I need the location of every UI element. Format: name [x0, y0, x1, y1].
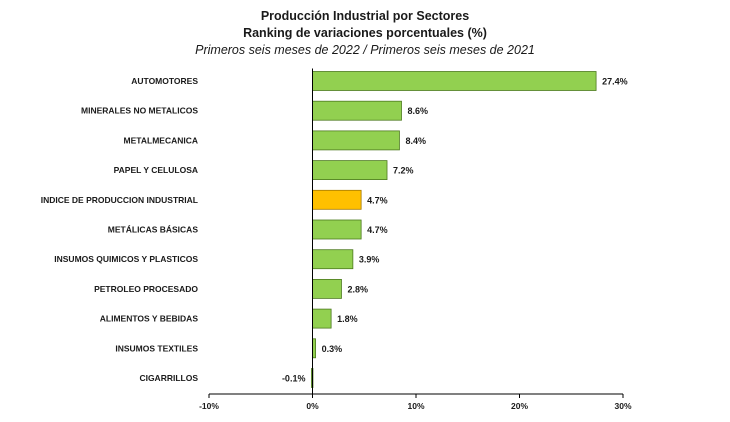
category-label: INDICE DE PRODUCCION INDUSTRIAL: [41, 195, 198, 205]
category-label: ALIMENTOS Y BEBIDAS: [100, 314, 199, 324]
bar: [312, 219, 362, 240]
bar: [312, 130, 400, 151]
value-label: 8.4%: [405, 136, 426, 146]
bar: [312, 249, 354, 270]
bar: [312, 71, 597, 91]
chart-period: Primeros seis meses de 2022 / Primeros s…: [195, 43, 535, 57]
value-label: 8.6%: [408, 106, 429, 116]
category-label: CIGARRILLOS: [139, 373, 198, 383]
category-label: METÁLICAS BÁSICAS: [108, 225, 199, 235]
bar: [312, 189, 362, 210]
bar: [312, 278, 342, 299]
x-tick-label: 30%: [614, 401, 631, 411]
category-label: AUTOMOTORES: [131, 76, 198, 86]
value-label: 4.7%: [367, 225, 388, 235]
value-label: 3.9%: [359, 255, 380, 265]
x-tick-label: -10%: [199, 401, 219, 411]
category-label: INSUMOS TEXTILES: [115, 343, 198, 353]
value-label: 27.4%: [602, 77, 628, 87]
bar: [312, 100, 402, 121]
bar: [312, 160, 388, 181]
chart-subtitle: Ranking de variaciones porcentuales (%): [243, 26, 487, 40]
value-label: 0.3%: [322, 344, 343, 354]
category-label: MINERALES NO METALICOS: [81, 106, 198, 116]
x-tick-label: 0%: [306, 401, 319, 411]
category-label: METALMECANICA: [124, 135, 198, 145]
value-label: 4.7%: [367, 195, 388, 205]
value-label: -0.1%: [282, 374, 306, 384]
category-label: PETROLEO PROCESADO: [94, 284, 198, 294]
value-label: 1.8%: [337, 314, 358, 324]
value-label: 7.2%: [393, 166, 414, 176]
value-label: 2.8%: [347, 284, 368, 294]
x-tick-label: 10%: [407, 401, 424, 411]
category-label: PAPEL Y CELULOSA: [114, 165, 198, 175]
x-tick-label: 20%: [511, 401, 528, 411]
bar: [312, 308, 332, 329]
category-label: INSUMOS QUIMICOS Y PLASTICOS: [54, 254, 198, 264]
chart-title: Producción Industrial por Sectores: [260, 9, 470, 23]
chart-titles: Producción Industrial por Sectores Ranki…: [0, 8, 730, 59]
